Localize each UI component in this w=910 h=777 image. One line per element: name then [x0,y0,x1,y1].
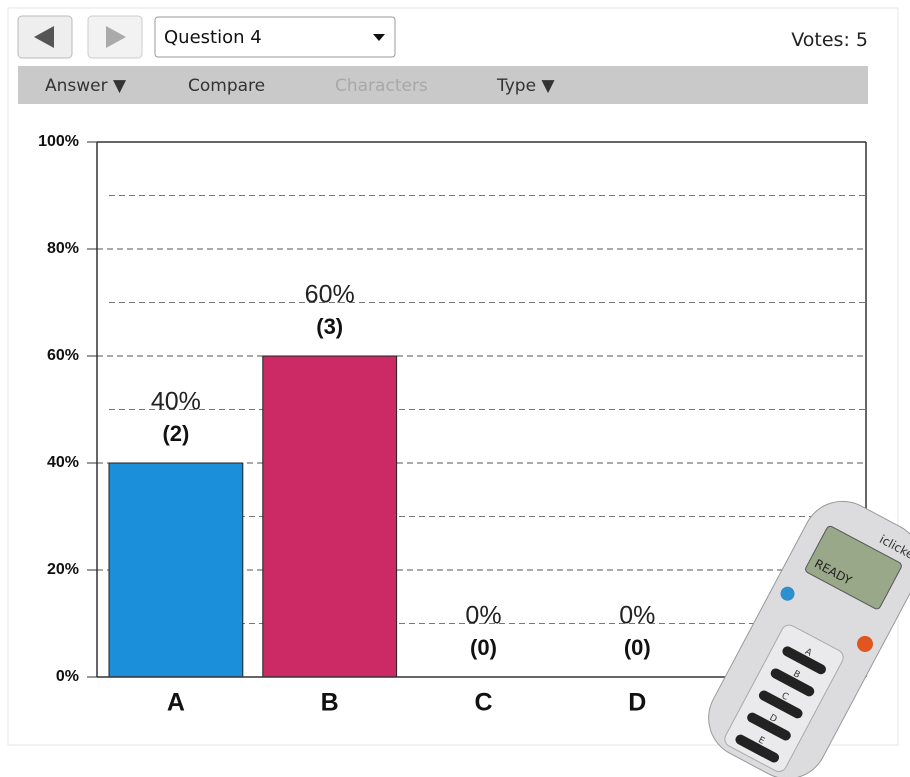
y-tick-label: 20% [47,561,79,578]
question-text: Question 4 [164,27,262,48]
votes: Votes: 5 [791,29,868,51]
chart: 0% 20% 40% 60% 80% 100% A 40% (2) B 60% (3) C 0% (0) D 0… [38,133,867,717]
count-label: (3) [316,314,343,339]
y-tick-label: 40% [47,454,79,471]
device-key-letter: C [780,691,790,703]
forward-icon [106,26,126,48]
count-label: (0) [470,635,497,660]
votes-label: Votes: [791,29,850,51]
device-button-orange [857,635,874,652]
y-tick-label: 60% [47,347,79,364]
device-screen [805,525,902,610]
value-label: 40% [151,388,201,416]
question-dropdown[interactable] [154,16,396,58]
device-key [735,734,780,763]
device-key [747,712,791,741]
menu-item[interactable]: Type ▼ [496,76,555,96]
device-power [780,586,795,601]
menu-bar [18,66,868,104]
device-key-letter: B [791,669,801,681]
y-tick-label: 0% [56,668,79,685]
count-label: (2) [162,421,189,446]
device-key [782,646,826,675]
menu-item[interactable]: Compare [188,76,265,96]
device-key [758,690,803,719]
x-tick-label: A [167,689,185,717]
x-tick-label: B [321,689,339,717]
dropdown-arrow [373,34,385,41]
device-key-letter: A [803,647,814,659]
bar [262,355,398,678]
value-label: 0% [465,602,501,630]
y-tick-label: 100% [38,133,79,150]
menu-item-disabled: Characters [335,76,428,96]
count-label: (0) [624,635,651,660]
value-label: 60% [305,281,355,309]
value-label: 0% [619,602,655,630]
votes-count: 5 [856,29,868,51]
device-key-letter: E [756,735,766,747]
bar [108,462,244,678]
x-tick-label: D [628,689,646,717]
y-tick-label: 80% [47,240,79,257]
device-key [770,668,815,697]
x-tick-label: C [474,689,492,717]
menu-item[interactable]: Answer ▼ [45,76,127,96]
back-icon [34,26,54,48]
device-key-letter: D [768,713,779,725]
